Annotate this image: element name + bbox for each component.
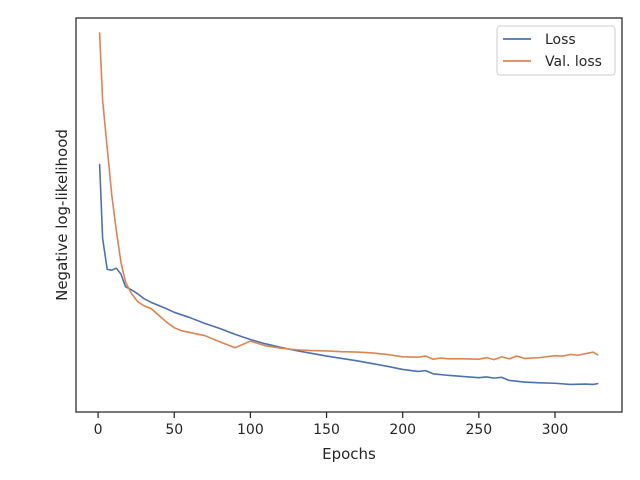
- plot-area-frame: [75, 17, 623, 413]
- x-tick-label: 250: [465, 422, 492, 438]
- x-tick-label: 50: [165, 422, 183, 438]
- x-axis-label: Epochs: [322, 445, 376, 463]
- x-tick-label: 100: [237, 422, 264, 438]
- x-tick-label: 300: [542, 422, 569, 438]
- legend: Loss Val. loss: [496, 25, 616, 76]
- series-line-val-loss: [98, 32, 599, 361]
- y-axis-label: Negative log-likelihood: [53, 129, 71, 301]
- x-tick-label: 0: [94, 422, 103, 438]
- series-line-loss: [98, 163, 599, 386]
- x-tick-label: 200: [389, 422, 416, 438]
- x-axis: 0 50 100 150 200 250 300: [94, 412, 569, 438]
- legend-label-val-loss: Val. loss: [545, 54, 602, 70]
- legend-label-loss: Loss: [545, 32, 576, 48]
- series-layer: [98, 32, 599, 386]
- x-tick-label: 150: [313, 422, 340, 438]
